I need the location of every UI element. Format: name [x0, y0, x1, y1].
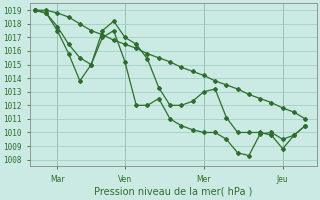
X-axis label: Pression niveau de la mer( hPa ): Pression niveau de la mer( hPa ): [94, 187, 252, 197]
